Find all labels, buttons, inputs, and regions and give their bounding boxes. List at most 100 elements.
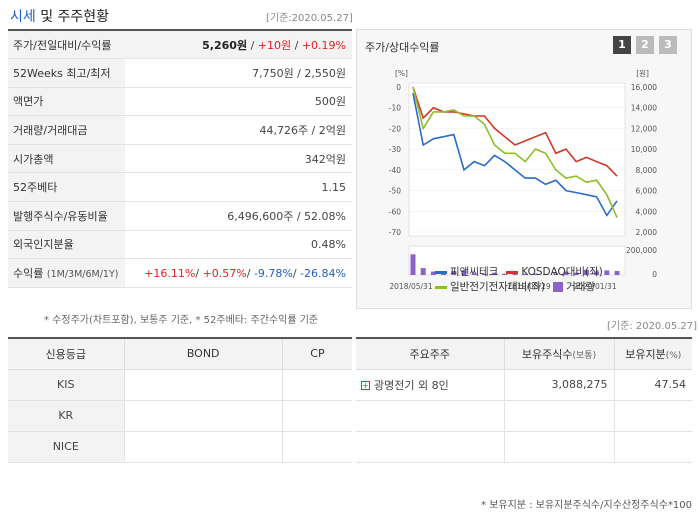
row-value: 0.48% xyxy=(125,230,352,260)
col-header: CP xyxy=(281,338,352,370)
volume-bar xyxy=(410,254,416,275)
left-tick-label: -40 xyxy=(389,166,401,175)
chart-tabs: 1 2 3 xyxy=(613,36,677,54)
table-row: 외국인지분율 0.48% xyxy=(8,230,352,260)
row-value: 7,750원 / 2,550원 xyxy=(125,58,352,88)
legend-sector: 일반전기전자대비(좌) xyxy=(435,281,545,293)
holder-stake: 47.54 xyxy=(613,369,692,401)
table-row: 52주베타 1.15 xyxy=(8,172,352,203)
col-header: 신용등급 xyxy=(8,338,124,370)
right-tick-label: 2,000 xyxy=(636,228,658,237)
table-row: 시가총액 342억원 xyxy=(8,144,352,174)
current-price: 5,260원 xyxy=(202,38,248,52)
volume-bar xyxy=(502,273,508,275)
x-tick-label: 2018/05/31 xyxy=(389,282,432,291)
table-row: 거래량/거래대금 44,726주 / 2억원 xyxy=(8,115,352,145)
row-label: 52Weeks 최고/최저 xyxy=(8,58,125,88)
volume-bar xyxy=(512,274,518,275)
table-header-row: 주요주주 보유주식수(보통) 보유지분(%) xyxy=(356,338,692,370)
table-row: 주가/전일대비/수익률 5,260원 / +10원 / +0.19% xyxy=(8,30,352,60)
col-header: BOND xyxy=(123,338,283,370)
row-label: 액면가 xyxy=(8,87,125,117)
volume-bar xyxy=(481,273,487,275)
volume-bar xyxy=(451,270,457,275)
holder-name[interactable]: + 광명전기 외 8인 xyxy=(356,369,504,401)
rating-agency: NICE xyxy=(8,431,124,463)
volume-area xyxy=(408,245,626,276)
price-change: +10원 xyxy=(257,38,292,52)
row-value: 44,726주 / 2억원 xyxy=(125,115,352,145)
rating-agency: KIS xyxy=(8,369,124,401)
rating-agency: KR xyxy=(8,400,124,432)
legend-volume: 거래량 xyxy=(553,281,595,293)
volume-bar xyxy=(420,268,426,275)
x-tick-label: 2019/03/29 xyxy=(507,282,550,291)
right-tick-label: 16,000 xyxy=(631,83,657,92)
row-value: 5,260원 / +10원 / +0.19% xyxy=(125,30,352,60)
section-title: 시세 및 주주현황 xyxy=(10,9,110,25)
chart-panel: 주가/상대수익률 1 2 3 [%] [원] 0 -10 -20 -30 -40 -50 -60… xyxy=(356,29,692,309)
table-row: 액면가 500원 xyxy=(8,87,352,117)
left-tick-label: -70 xyxy=(389,228,401,237)
right-tick-label: 12,000 xyxy=(631,124,657,133)
row-value: 342억원 xyxy=(125,144,352,174)
right-tick-label: 14,000 xyxy=(631,104,657,113)
chart-tab-1[interactable]: 1 xyxy=(613,36,631,54)
major-holders-table: 주요주주 보유주식수(보통) 보유지분(%) + 광명전기 외 8인 3,088,… xyxy=(356,337,692,463)
legend-kosdaq: KOSDAQ대비(좌) xyxy=(506,266,603,278)
price-rate: +0.19% xyxy=(301,38,346,52)
chart-title: 주가/상대수익률 xyxy=(365,41,440,54)
row-label: 외국인지분율 xyxy=(8,230,125,260)
volume-bar xyxy=(583,269,589,275)
series-line xyxy=(412,93,618,217)
returns-value: +16.11%/ +0.57%/ -9.78%/ -26.84% xyxy=(125,258,352,288)
table-row: KR xyxy=(8,400,352,432)
volume-bar xyxy=(471,273,477,275)
chart-legend: 피앤씨테크 KOSDAQ대비(좌) 일반전기전자대비(좌) 거래량 xyxy=(435,265,611,295)
left-tick-label: -50 xyxy=(389,187,401,196)
footnote: * 수정주가(차트포함), 보통주 기준, * 52주베타: 주간수익률 기준 xyxy=(44,315,319,326)
table-row: + 광명전기 외 8인 3,088,275 47.54 xyxy=(356,369,692,401)
plot-area xyxy=(408,82,626,237)
credit-rating-table: 신용등급 BOND CP KIS KR NICE xyxy=(8,337,352,463)
left-tick-label: -20 xyxy=(389,124,401,133)
table-header-row: 신용등급 BOND CP xyxy=(8,338,352,370)
volume-tick-label: 200,000 xyxy=(626,246,657,255)
row-value: 500원 xyxy=(125,87,352,117)
table-row: 수익률 (1M/3M/6M/1Y) +16.11%/ +0.57%/ -9.78… xyxy=(8,258,352,288)
volume-bar xyxy=(594,271,600,275)
volume-bar xyxy=(604,270,610,275)
left-tick-label: -10 xyxy=(389,104,401,113)
volume-bar xyxy=(492,272,498,275)
expand-plus-icon[interactable]: + xyxy=(361,381,370,390)
chart-tab-3[interactable]: 3 xyxy=(659,36,677,54)
right-tick-label: 6,000 xyxy=(636,187,658,196)
row-label: 시가총액 xyxy=(8,144,125,174)
volume-tick-label: 0 xyxy=(652,270,657,279)
right-tick-label: 4,000 xyxy=(636,207,658,216)
row-label: 52주베타 xyxy=(8,172,125,203)
volume-bar xyxy=(430,271,436,275)
volume-bar xyxy=(532,273,538,275)
legend-stock: 피앤씨테크 xyxy=(435,266,498,278)
table-row: 52Weeks 최고/최저 7,750원 / 2,550원 xyxy=(8,58,352,88)
volume-bar xyxy=(563,271,569,275)
volume-bar xyxy=(522,273,528,275)
price-chart: [%] [원] 0 -10 -20 -30 -40 -50 -60 -70 16,000 14,000… xyxy=(389,69,658,291)
volume-bar xyxy=(573,272,579,275)
table-row xyxy=(356,431,692,463)
series-line xyxy=(412,86,618,218)
right-axis-unit: [원] xyxy=(636,69,649,78)
row-value: 6,496,600주 / 52.08% xyxy=(125,201,352,231)
volume-bar xyxy=(543,273,549,275)
left-tick-label: -60 xyxy=(389,207,401,216)
left-tick-label: 0 xyxy=(396,83,401,92)
col-header: 주요주주 xyxy=(356,338,504,370)
table-row: NICE xyxy=(8,431,352,463)
x-tick-label: 2020/01/31 xyxy=(573,282,616,291)
table-row: KIS xyxy=(8,369,352,401)
left-axis-unit: [%] xyxy=(395,69,408,78)
table-row xyxy=(356,400,692,432)
chart-tab-2[interactable]: 2 xyxy=(636,36,654,54)
volume-bar xyxy=(553,273,559,275)
